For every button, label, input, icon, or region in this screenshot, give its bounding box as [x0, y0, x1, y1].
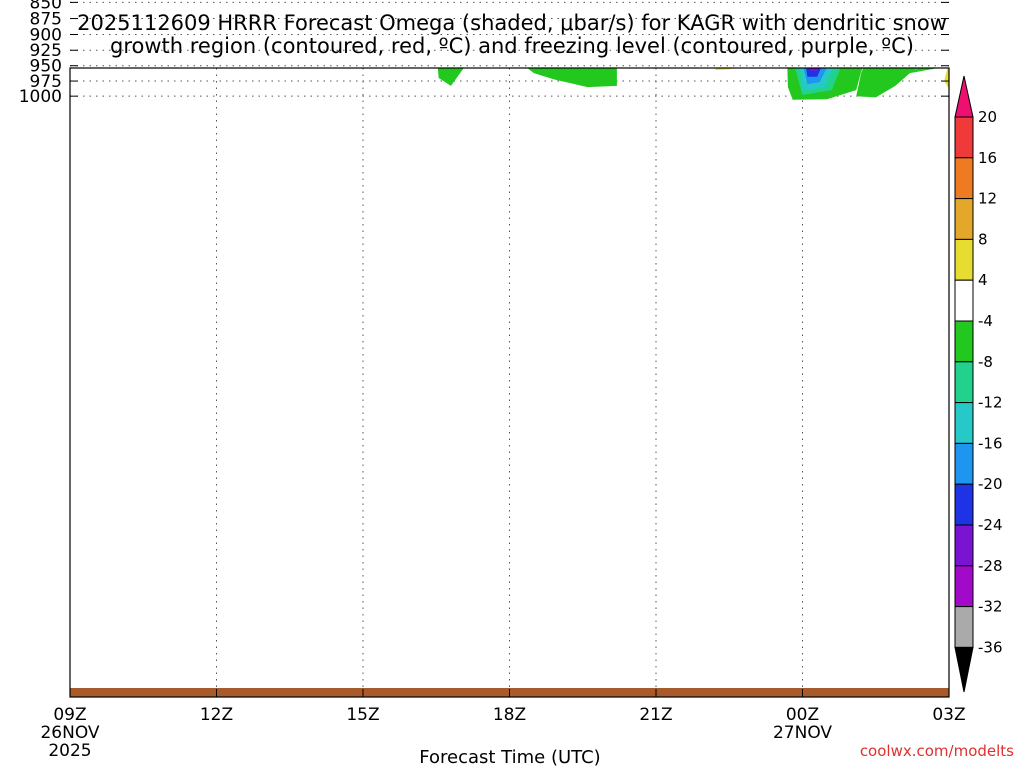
colorbar-label: 4 [978, 271, 988, 289]
colorbar-segment [954, 565, 974, 608]
y-tick-label: 975 [30, 72, 62, 92]
y-tick-label: 850 [30, 0, 62, 13]
colorbar-label: -8 [978, 353, 993, 371]
colorbar-label: -28 [978, 557, 1003, 575]
colorbar-segment [954, 279, 974, 322]
colorbar-top-arrow [954, 75, 974, 118]
chart-title-line-2: growth region (contoured, red, ºC) and f… [110, 34, 914, 58]
colorbar-segment [954, 606, 974, 648]
colorbar-segment [954, 198, 974, 240]
colorbar-label: -36 [978, 638, 1003, 656]
colorbar-segment [954, 524, 974, 567]
colorbar: 20 16 12 8 4 -4 -8 -12 -16 -20 -24 -28 -32 -36 [954, 75, 1003, 693]
colorbar-label: -4 [978, 312, 993, 330]
grid-lines [70, 1, 949, 697]
credit-text: coolwx.com/modelts [860, 742, 1014, 760]
x-tick-date: 27NOV [773, 723, 832, 743]
colorbar-bottom-arrow [954, 646, 974, 693]
x-tick-label: 00Z [786, 705, 819, 725]
x-tick-label: 18Z [493, 705, 526, 725]
y-axis: 5255505756006256506757007257507758008258… [19, 0, 949, 107]
colorbar-label: 20 [978, 108, 997, 126]
x-tick-label: 03Z [932, 705, 965, 725]
plot-frame [69, 67, 950, 698]
colorbar-segment [954, 320, 974, 363]
omega-contour-region [527, 68, 617, 88]
x-tick-label: 12Z [200, 705, 233, 725]
colorbar-label: 8 [978, 230, 988, 248]
x-tick-label: 09Z [53, 705, 86, 725]
colorbar-label: 16 [978, 149, 997, 167]
y-tick-label: 950 [30, 57, 62, 77]
omega-contour-region [914, 68, 920, 71]
omega-contour-region [809, 68, 819, 71]
colorbar-segment [954, 442, 974, 485]
y-tick-label: 925 [30, 41, 62, 61]
colorbar-segment [954, 361, 974, 404]
omega-shaded-contours [437, 0, 949, 100]
omega-contour-region [856, 68, 935, 98]
x-tick-year: 2025 [48, 741, 91, 761]
omega-contour-region [944, 68, 949, 89]
colorbar-label: -20 [978, 475, 1003, 493]
chart-title-line-1: 2025112609 HRRR Forecast Omega (shaded, … [77, 11, 947, 35]
colorbar-segment [954, 157, 974, 200]
colorbar-segment [954, 483, 974, 526]
colorbar-label: -12 [978, 394, 1003, 412]
x-axis-label: Forecast Time (UTC) [419, 747, 600, 768]
colorbar-label: -16 [978, 434, 1003, 452]
omega-contour-region [437, 68, 464, 86]
x-tick-label: 15Z [346, 705, 379, 725]
omega-contour-region [903, 0, 925, 8]
colorbar-segment [954, 238, 974, 281]
colorbar-label: -32 [978, 598, 1003, 616]
colorbar-segment [954, 116, 974, 159]
colorbar-label: 12 [978, 190, 997, 208]
colorbar-label: -24 [978, 516, 1003, 534]
x-tick-date: 26NOV [40, 723, 99, 743]
y-tick-label: 900 [30, 26, 62, 46]
colorbar-segment [954, 402, 974, 444]
x-tick-label: 21Z [639, 705, 672, 725]
y-tick-label: 875 [30, 10, 62, 30]
y-tick-label: 1000 [19, 87, 62, 107]
